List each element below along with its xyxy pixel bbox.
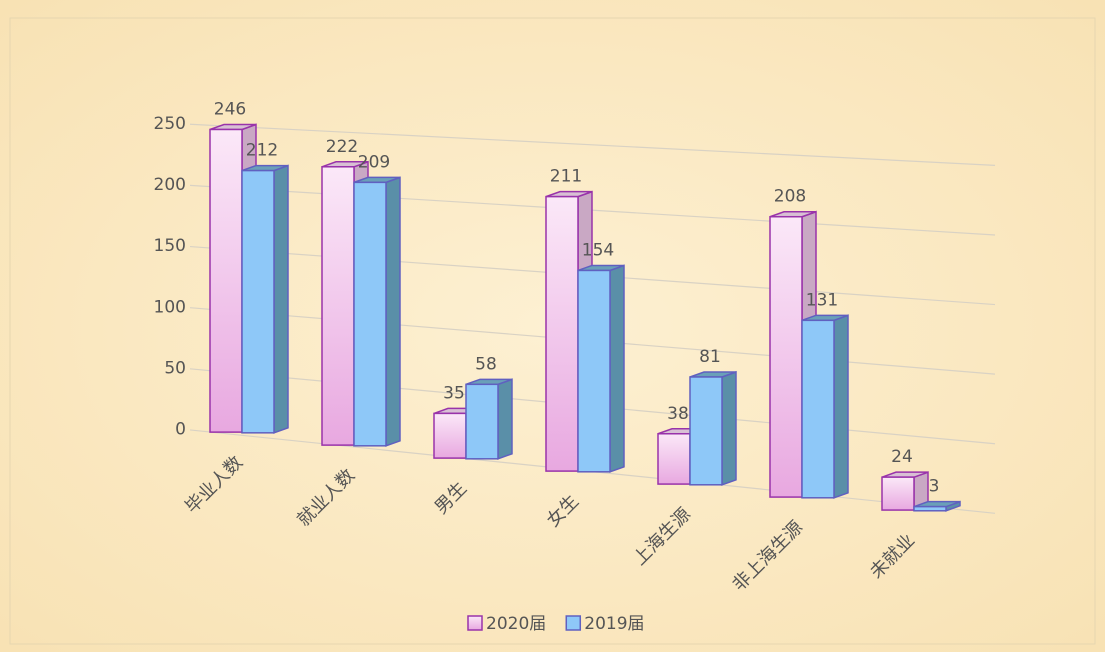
y-tick-label: 250 <box>154 114 186 134</box>
y-tick-label: 50 <box>164 358 186 378</box>
value-label: 222 <box>326 137 358 157</box>
bar-front <box>881 476 915 511</box>
bar-side <box>833 314 849 499</box>
bar <box>353 176 401 447</box>
value-label: 58 <box>475 354 497 374</box>
bar-front <box>241 169 275 434</box>
value-label: 35 <box>443 383 465 403</box>
bar-front <box>433 412 467 459</box>
value-label: 38 <box>667 404 689 424</box>
bar <box>577 264 625 473</box>
value-label: 154 <box>582 240 614 260</box>
value-label: 212 <box>246 141 278 161</box>
bar <box>241 164 289 434</box>
bar <box>801 314 849 499</box>
bar <box>913 500 961 512</box>
value-label: 3 <box>929 477 940 497</box>
legend-swatch <box>565 615 582 631</box>
bar-front <box>353 181 387 447</box>
bar-front <box>689 376 723 486</box>
bar-front <box>465 383 499 460</box>
bar-front <box>545 195 579 472</box>
bar-front <box>321 166 355 446</box>
bar-side <box>721 370 737 486</box>
bar-front <box>801 319 835 499</box>
bar <box>465 378 513 460</box>
value-label: 208 <box>774 187 806 207</box>
grid-line <box>189 123 996 166</box>
value-label: 209 <box>358 152 390 172</box>
legend-swatch <box>467 615 483 631</box>
bar-front <box>657 433 691 485</box>
value-label: 24 <box>891 447 913 467</box>
bar-side <box>497 378 513 460</box>
frame <box>9 17 1096 645</box>
bar-front <box>913 505 947 512</box>
y-tick-label: 100 <box>154 297 186 317</box>
bar-side <box>609 264 625 473</box>
y-tick-label: 200 <box>154 175 186 195</box>
legend-label: 2020届 <box>486 614 546 634</box>
bar-side <box>273 164 289 434</box>
legend-label: 2019届 <box>584 614 644 634</box>
value-label: 131 <box>806 290 838 310</box>
bar-front <box>209 128 243 433</box>
value-label: 211 <box>550 167 582 187</box>
bar <box>689 370 737 486</box>
y-tick-label: 0 <box>175 419 186 439</box>
value-label: 81 <box>699 347 721 367</box>
y-tick-label: 150 <box>154 236 186 256</box>
bar-front <box>769 215 803 498</box>
bar-side <box>385 176 401 447</box>
bar-front <box>577 269 611 473</box>
value-label: 246 <box>214 99 246 119</box>
